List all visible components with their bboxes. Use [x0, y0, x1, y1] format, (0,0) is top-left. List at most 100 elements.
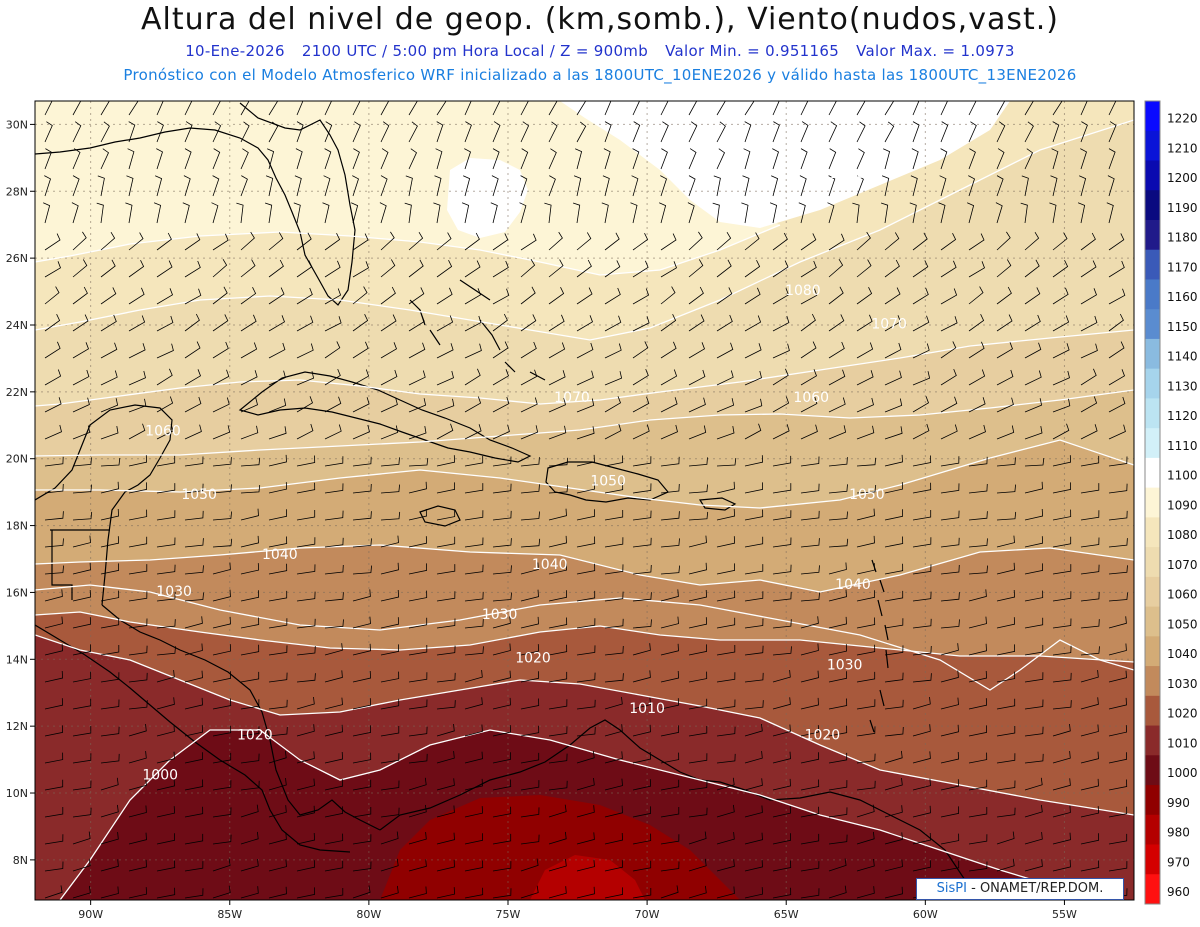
- wind-barb: [380, 511, 401, 521]
- wind-barb: [912, 315, 930, 332]
- lat-tick-label: 16N: [6, 586, 28, 599]
- wind-barb: [800, 861, 820, 872]
- wind-barb: [996, 314, 1013, 332]
- wind-barb: [716, 231, 732, 251]
- wind-barb: [184, 369, 201, 386]
- wind-barb: [716, 342, 734, 359]
- wind-barb: [380, 831, 399, 845]
- wind-barb: [884, 101, 895, 116]
- wind-barb: [296, 287, 313, 305]
- wind-barb: [716, 458, 737, 467]
- wind-barb: [940, 724, 959, 737]
- wind-barb: [604, 260, 621, 278]
- wind-barb: [576, 590, 596, 602]
- wind-barb: [660, 511, 680, 521]
- wind-barb: [573, 175, 582, 197]
- wind-barb: [604, 724, 623, 737]
- wind-barb: [296, 887, 316, 899]
- wind-barb: [884, 645, 904, 656]
- wind-barb: [464, 778, 483, 791]
- wind-barb: [156, 121, 164, 143]
- wind-barb: [352, 369, 370, 386]
- wind-barb: [632, 483, 652, 494]
- wind-barb: [548, 753, 568, 764]
- wind-barb: [800, 341, 817, 359]
- wind-barb: [884, 342, 902, 359]
- wind-barb: [267, 148, 275, 170]
- wind-barb: [772, 537, 792, 548]
- colorbar-swatch: [1145, 101, 1160, 132]
- wind-barb: [156, 591, 176, 602]
- wind-barb: [100, 426, 119, 440]
- wind-barb: [324, 424, 342, 440]
- wind-barb: [1107, 175, 1115, 197]
- wind-barb: [492, 260, 509, 278]
- wind-barb: [996, 484, 1016, 494]
- wind-barb: [744, 509, 764, 521]
- wind-barb: [856, 397, 874, 413]
- max-value-text: Valor Max. = 1.0973: [856, 42, 1015, 60]
- wind-barb: [240, 753, 260, 764]
- wind-barb: [1080, 483, 1100, 494]
- wind-barb: [996, 457, 1016, 467]
- wind-barb: [716, 148, 726, 170]
- wind-barb: [520, 258, 536, 278]
- wind-barb: [100, 148, 110, 170]
- wind-barb: [1080, 646, 1100, 656]
- wind-barb: [100, 672, 120, 683]
- wind-barb: [464, 148, 471, 170]
- wind-barb: [884, 315, 901, 332]
- wind-barb: [856, 101, 866, 116]
- wind-barb: [940, 368, 957, 386]
- wind-barb: [324, 288, 342, 305]
- wind-barb: [100, 398, 119, 413]
- wind-barb: [156, 646, 176, 656]
- wind-barb: [1080, 724, 1099, 737]
- wind-barb: [772, 670, 791, 683]
- map-title: Altura del nivel de geop. (km,somb.), Vi…: [141, 2, 1059, 37]
- wind-barb: [1108, 369, 1125, 386]
- wind-barb: [184, 396, 202, 413]
- wind-barb: [408, 259, 424, 278]
- yucatan-inland: [50, 529, 110, 600]
- wind-barb: [492, 313, 508, 332]
- wind-barb: [324, 619, 344, 629]
- wind-barb: [182, 202, 190, 224]
- wind-barb: [1108, 752, 1128, 764]
- wind-barb: [296, 696, 315, 710]
- wind-barb: [884, 777, 903, 791]
- wind-barb: [380, 753, 400, 764]
- wind-barb: [1052, 700, 1072, 710]
- wind-barb: [464, 537, 484, 548]
- wind-barb: [380, 121, 390, 143]
- wind-barb: [548, 671, 568, 683]
- wind-barb: [212, 148, 221, 170]
- wind-barb: [296, 832, 316, 845]
- wind-barb: [716, 726, 736, 737]
- wind-barb: [632, 860, 652, 872]
- wind-barb: [940, 670, 959, 683]
- wind-barb: [996, 726, 1016, 737]
- wind-barb: [240, 617, 260, 629]
- wind-barb: [744, 121, 752, 143]
- wind-barb: [1079, 175, 1087, 197]
- wind-barb: [212, 858, 231, 872]
- wind-barb: [240, 780, 260, 791]
- wind-barb: [912, 591, 932, 602]
- wind-barb: [184, 538, 204, 548]
- wind-barb: [212, 511, 232, 521]
- wind-barb: [632, 537, 652, 548]
- wind-barb: [548, 342, 566, 359]
- wind-barb: [520, 780, 540, 791]
- colorbar-label: 1220: [1167, 112, 1198, 126]
- wind-barb: [576, 618, 596, 629]
- wind-barb: [1080, 455, 1100, 467]
- wind-barb: [72, 589, 92, 602]
- wind-barb: [128, 482, 148, 494]
- colorbar-swatch: [1145, 279, 1160, 310]
- wind-barb: [800, 806, 820, 818]
- wind-barb: [688, 314, 705, 332]
- wind-barb: [520, 671, 540, 683]
- wind-barb: [127, 148, 135, 170]
- wind-barb: [44, 752, 64, 764]
